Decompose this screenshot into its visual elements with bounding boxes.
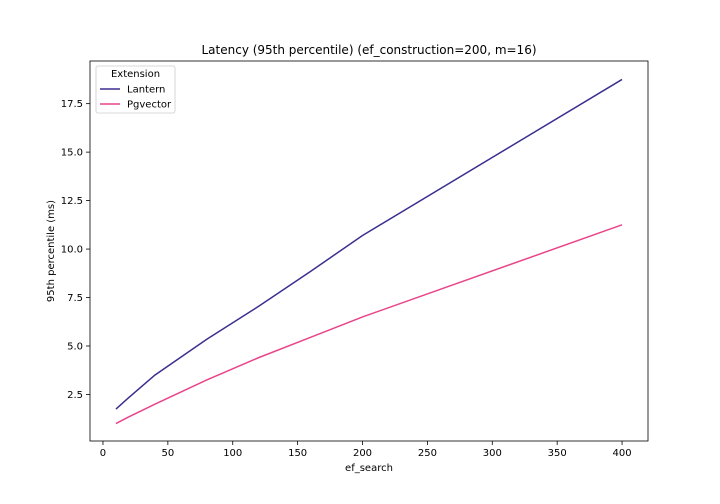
- plot-frame: [89, 60, 649, 442]
- legend-box: [95, 65, 176, 114]
- y-tick-label: 15.0: [61, 148, 83, 159]
- x-tick-label: 50: [161, 448, 174, 459]
- legend-title: Extension: [111, 69, 160, 80]
- x-axis-label: ef_search: [345, 463, 393, 474]
- x-tick-label: 300: [483, 448, 502, 459]
- x-tick-label: 350: [548, 448, 567, 459]
- legend-label-pgvector: Pgvector: [127, 100, 172, 111]
- y-axis-label: 95th percentile (ms): [46, 200, 57, 302]
- y-tick-label: 2.5: [67, 390, 83, 401]
- x-tick-label: 0: [100, 448, 106, 459]
- chart-title: Latency (95th percentile) (ef_constructi…: [201, 43, 536, 57]
- legend: Extension Lantern Pgvector: [95, 65, 176, 114]
- x-tick-label: 150: [288, 448, 307, 459]
- legend-label-lantern: Lantern: [127, 85, 165, 96]
- y-tick-label: 5.0: [67, 342, 83, 353]
- x-tick-label: 250: [418, 448, 437, 459]
- x-tick-label: 200: [353, 448, 372, 459]
- series-line-pgvector: [115, 224, 623, 425]
- x-tick-label: 100: [223, 448, 242, 459]
- y-tick-label: 7.5: [67, 293, 83, 304]
- y-tick-label: 17.5: [61, 99, 83, 110]
- y-tick-label: 10.0: [61, 245, 83, 256]
- plot-area: [115, 78, 623, 425]
- x-tick-label: 400: [612, 448, 631, 459]
- series-line-lantern: [115, 78, 623, 410]
- y-tick-label: 12.5: [61, 196, 83, 207]
- axes: 0 50 100 150 200 250 300 350 400 2.5 5.0 7.5 10.0 12.…: [61, 60, 649, 459]
